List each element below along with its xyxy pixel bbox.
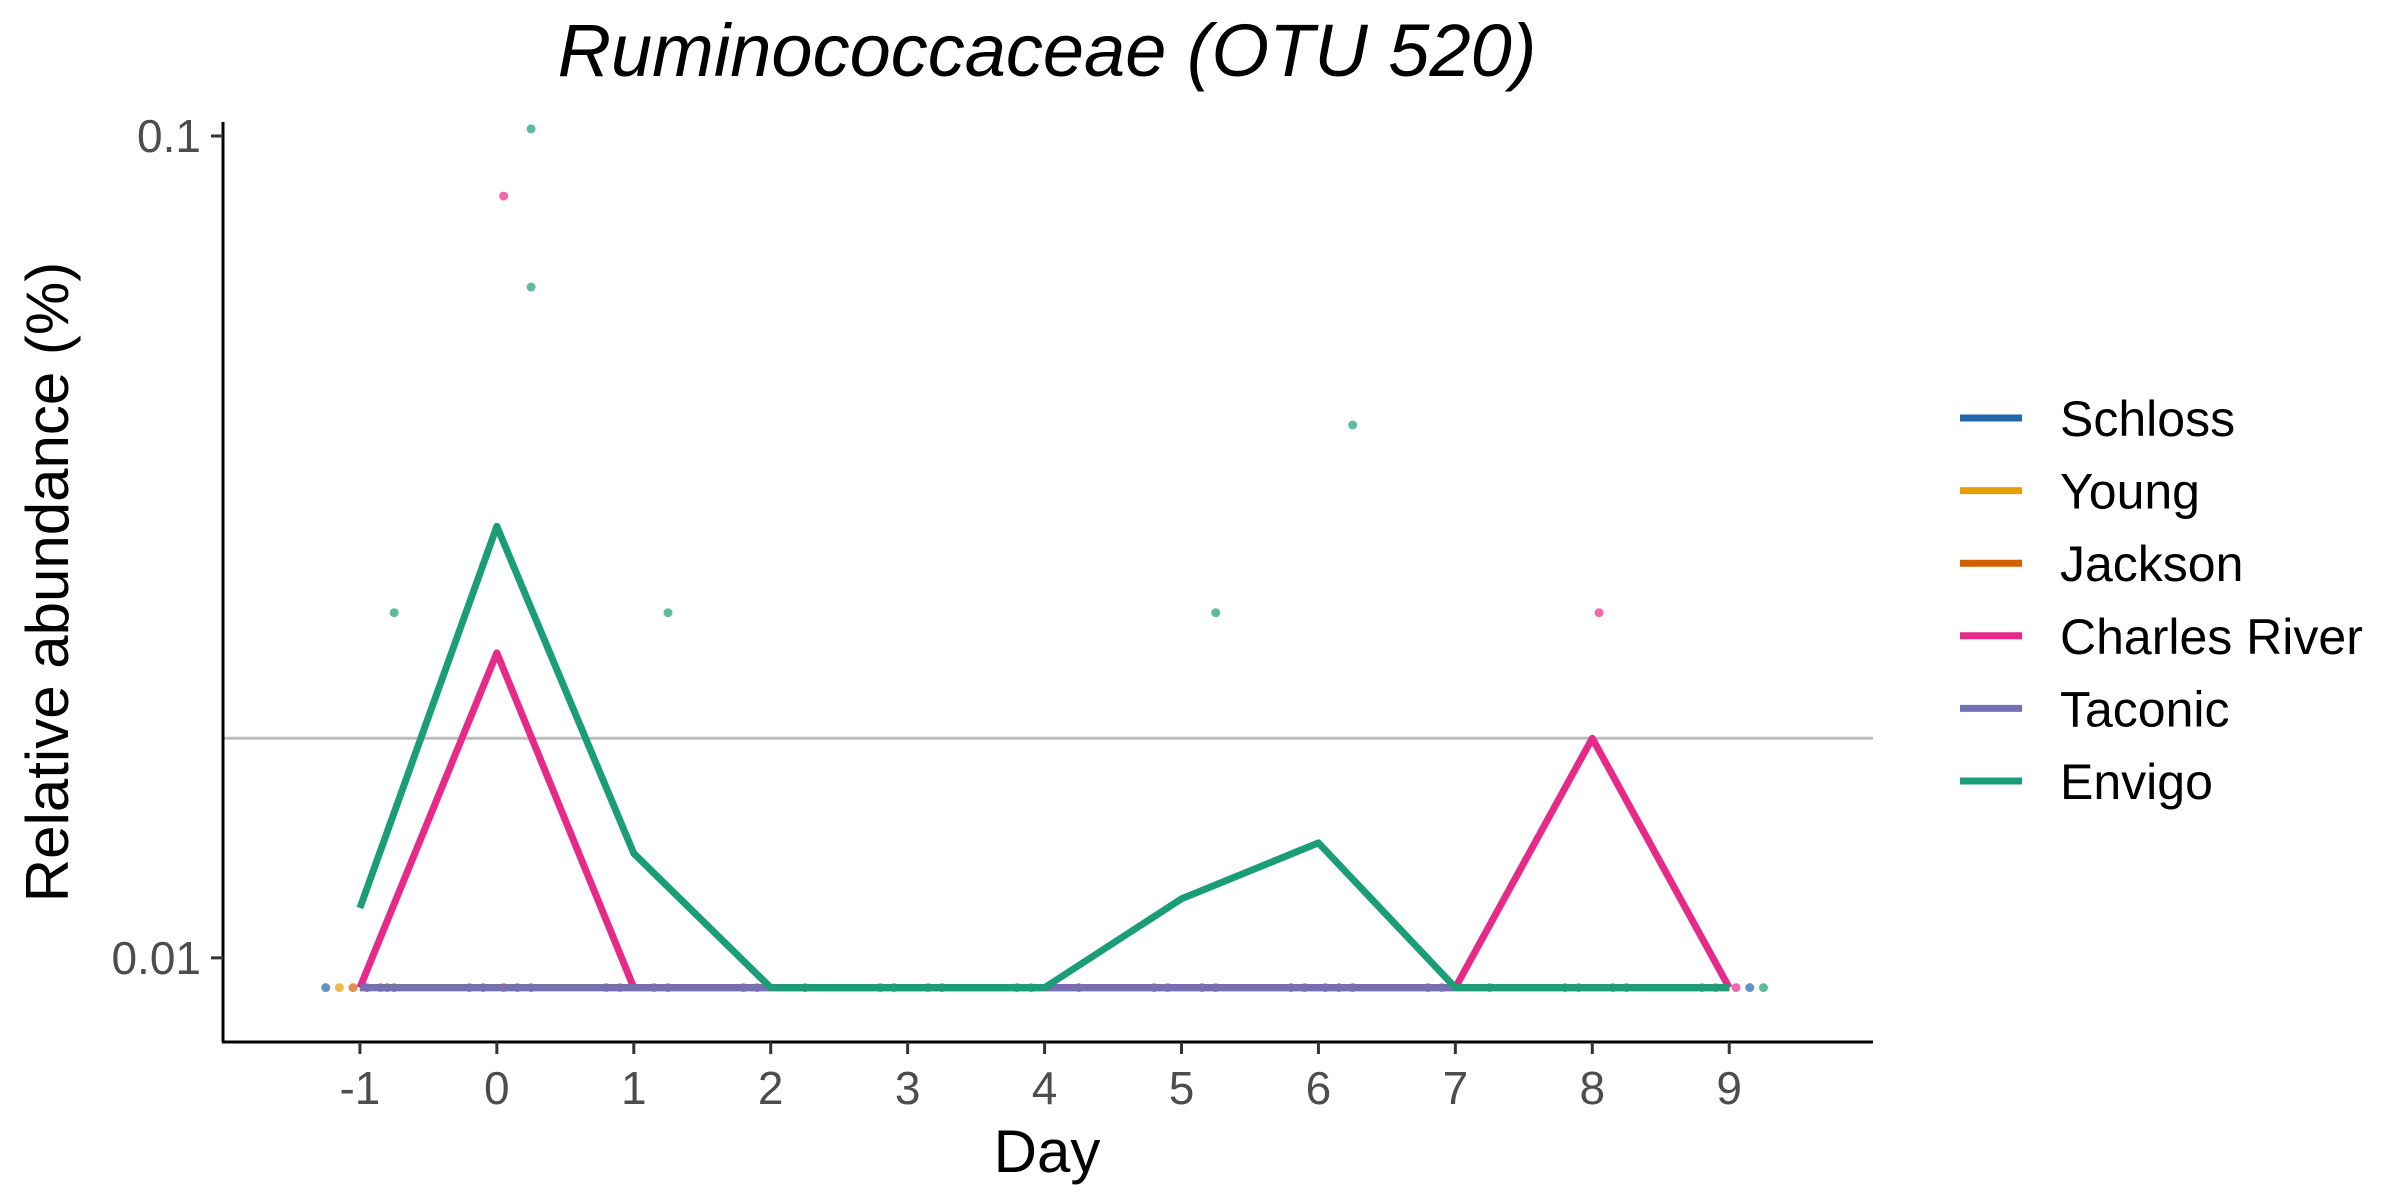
point-charles-river-52	[1731, 983, 1741, 993]
y-tick-label-1: 0.01	[111, 932, 201, 984]
chart-title: Ruminococcaceae (OTU 520)	[558, 9, 1537, 92]
series-line-envigo	[356, 522, 1730, 992]
point-schloss-0	[321, 983, 331, 993]
point-charles-river-47	[1594, 608, 1604, 618]
point-envigo-54	[1758, 983, 1768, 993]
y-axis-label: Relative abundance (%)	[14, 262, 81, 902]
legend-label-schloss: Schloss	[2060, 391, 2235, 447]
legend-label-taconic: Taconic	[2060, 681, 2230, 737]
x-tick-label-3: 2	[758, 1062, 784, 1114]
legend-label-envigo: Envigo	[2060, 754, 2213, 810]
point-envigo-14	[526, 124, 536, 134]
x-tick-label-5: 4	[1032, 1062, 1058, 1114]
point-charles-river-11	[499, 191, 509, 201]
point-envigo-7	[389, 608, 399, 618]
legend-label-charles-river: Charles River	[2060, 609, 2363, 665]
points-layer	[321, 124, 1768, 993]
x-tick-label-2: 1	[621, 1062, 647, 1114]
x-tick-label-1: 0	[484, 1062, 510, 1114]
point-envigo-41	[1348, 420, 1358, 430]
x-tick-label-8: 7	[1443, 1062, 1469, 1114]
x-tick-label-0: -1	[339, 1062, 380, 1114]
x-axis-ticks: -1 0 1 2 3 4 5 6 7 8 9	[339, 1042, 1742, 1114]
y-axis-ticks: 0.1 0.01	[111, 110, 223, 984]
point-young-1	[334, 983, 344, 993]
point-envigo-35	[1211, 608, 1221, 618]
x-tick-label-10: 9	[1716, 1062, 1742, 1114]
y-tick-label-0: 0.1	[137, 110, 201, 162]
x-tick-label-6: 5	[1169, 1062, 1195, 1114]
x-axis-label: Day	[994, 1118, 1101, 1185]
series-line-charles-river	[356, 649, 1733, 992]
legend-label-young: Young	[2060, 464, 2200, 520]
point-envigo-20	[663, 608, 673, 618]
point-envigo-15	[526, 282, 536, 292]
x-tick-label-4: 3	[895, 1062, 921, 1114]
x-tick-label-7: 6	[1306, 1062, 1332, 1114]
x-tick-label-9: 8	[1579, 1062, 1605, 1114]
legend-label-jackson: Jackson	[2060, 536, 2243, 592]
lines-layer	[356, 522, 1733, 992]
point-jackson-2	[348, 983, 358, 993]
point-schloss-53	[1745, 983, 1755, 993]
legend: Schloss Young Jackson Charles River Taconic E…	[1960, 391, 2363, 810]
